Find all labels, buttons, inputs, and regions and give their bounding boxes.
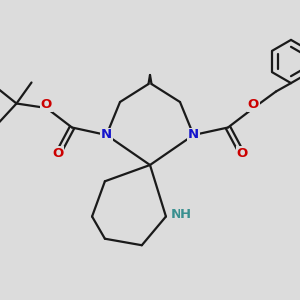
Text: O: O (41, 98, 52, 112)
Text: O: O (52, 147, 63, 160)
Text: N: N (101, 128, 112, 142)
Text: O: O (248, 98, 259, 112)
Text: O: O (237, 147, 248, 160)
Text: N: N (188, 128, 199, 142)
Text: N: N (171, 208, 182, 220)
Text: H: H (180, 208, 191, 220)
